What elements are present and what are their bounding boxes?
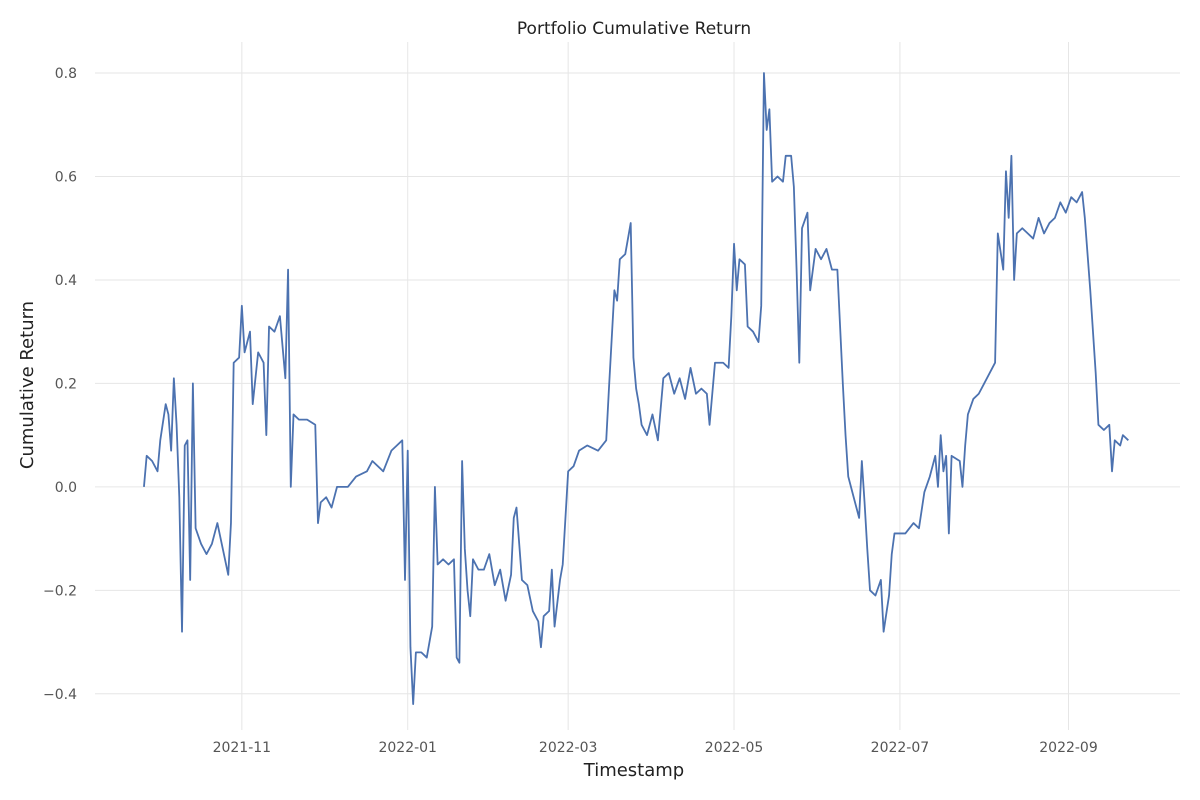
y-tick-labels: −0.4 −0.2 0.0 0.2 0.4 0.6 0.8 (43, 66, 77, 703)
y-tick-label: 0.0 (55, 480, 77, 496)
x-tick-label: 2022-05 (705, 740, 764, 756)
series-layer (143, 72, 1129, 706)
y-gridlines (95, 72, 1180, 695)
x-tick-label: 2022-01 (378, 740, 437, 756)
y-tick-label: 0.6 (55, 169, 77, 185)
y-tick-label: 0.2 (55, 376, 77, 392)
y-tick-label: 0.8 (55, 66, 77, 82)
x-tick-label: 2022-07 (871, 740, 930, 756)
chart-title: Portfolio Cumulative Return (517, 19, 751, 39)
x-gridlines (241, 42, 1070, 730)
y-tick-label: 0.4 (55, 273, 77, 289)
y-axis-title: Cumulative Return (17, 301, 38, 469)
x-tick-label: 2022-09 (1039, 740, 1098, 756)
y-tick-label: −0.2 (43, 583, 77, 599)
x-tick-label: 2021-11 (213, 740, 272, 756)
x-tick-labels: 2021-11 2022-01 2022-03 2022-05 2022-07 2022-… (213, 740, 1098, 756)
x-tick-label: 2022-03 (539, 740, 598, 756)
x-axis-title: Timestamp (583, 760, 684, 781)
y-tick-label: −0.4 (43, 687, 77, 703)
series-line-0 (143, 72, 1129, 706)
